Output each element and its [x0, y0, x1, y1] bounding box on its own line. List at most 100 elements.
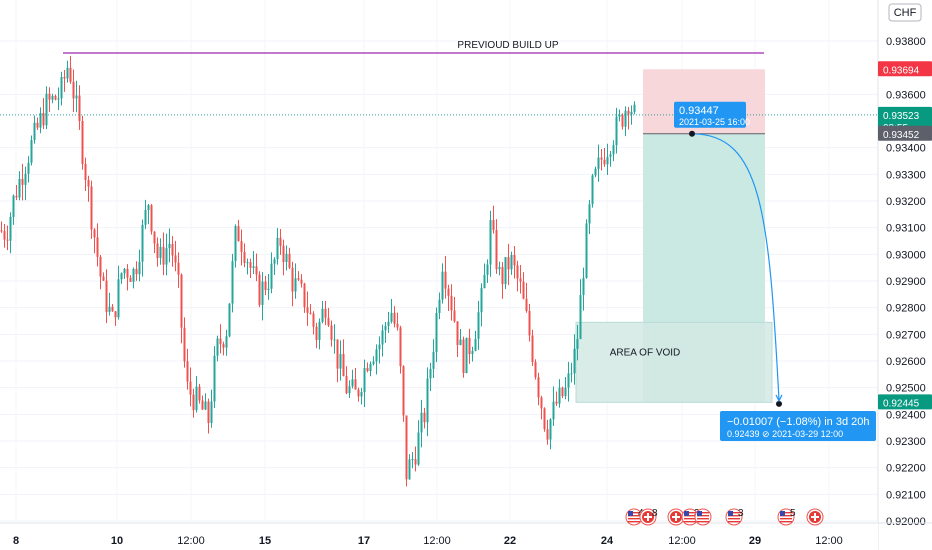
entry-tooltip: 0.93447 2021-03-25 16:00 — [674, 101, 750, 128]
candle-body — [411, 459, 414, 461]
us-flag-icon[interactable]: 3 — [725, 508, 744, 526]
candle-body — [441, 271, 444, 300]
candle-body — [69, 67, 72, 82]
candle-body — [132, 268, 135, 282]
candle-body — [30, 139, 33, 163]
time-axis[interactable]: 8 10 12:00 15 17 12:00 22 24 12:00 29 12:00 — [0, 522, 932, 550]
candle-body — [84, 163, 87, 181]
candle-body — [309, 312, 312, 314]
candle-body — [630, 111, 633, 115]
price-tick-label: 0.92300 — [886, 436, 926, 448]
candle-body — [207, 401, 210, 423]
candle-body — [231, 261, 234, 304]
candle-body — [456, 321, 459, 346]
target-price-badge — [878, 394, 932, 410]
price-tick-label: 0.93200 — [886, 196, 926, 208]
annotations: PREVIOUD BUILD UP AREA OF VOID 0.93447 2… — [457, 40, 876, 441]
candle-body — [618, 115, 621, 117]
candle-body — [189, 381, 192, 395]
economic-events: 483435 — [625, 508, 824, 526]
candle-body — [216, 338, 219, 356]
candle-body — [423, 412, 426, 423]
candle-body — [57, 98, 60, 100]
candle-body — [288, 253, 291, 268]
candle-body — [450, 295, 453, 311]
candle-body — [141, 224, 144, 262]
level-lines — [0, 52, 878, 135]
candle-body — [594, 168, 597, 176]
area-of-void-label: AREA OF VOID — [610, 347, 681, 358]
candle-body — [381, 330, 384, 345]
candle-body — [531, 335, 534, 362]
candle-body — [258, 274, 261, 305]
candle-body — [12, 195, 15, 217]
candle-body — [546, 429, 549, 440]
candle-body — [615, 116, 618, 146]
candle-body — [99, 256, 102, 277]
price-tick-label: 0.92500 — [886, 383, 926, 395]
candle-body — [402, 366, 405, 416]
candle-body — [156, 243, 159, 258]
candle-body — [90, 186, 93, 230]
candle-body — [123, 268, 126, 274]
candle-body — [303, 283, 306, 308]
swiss-flag-icon[interactable]: 8 — [639, 508, 658, 526]
candle-body — [549, 419, 552, 440]
candle-body — [522, 281, 525, 299]
candle-body — [609, 154, 612, 157]
candle-body — [396, 323, 399, 328]
candle-body — [282, 245, 285, 263]
candle-body — [144, 210, 147, 225]
candle-body — [351, 379, 354, 387]
candle-body — [198, 386, 201, 401]
candle-body — [255, 266, 258, 275]
candle-body — [345, 376, 348, 394]
time-tick-label: 12:00 — [815, 535, 843, 547]
candle-body — [150, 205, 153, 232]
candle-body — [264, 281, 267, 291]
currency-label[interactable]: CHF — [888, 3, 922, 22]
stop-price-badge-text: 0.93694 — [883, 65, 920, 76]
candle-body — [573, 348, 576, 374]
time-tick-label: 15 — [259, 535, 271, 547]
candle-body — [9, 216, 12, 241]
candle-body — [21, 178, 24, 185]
candle-body — [243, 251, 246, 263]
entry-tooltip-price: 0.93447 — [679, 105, 719, 117]
event-count: 3 — [738, 508, 744, 519]
candle-body — [336, 339, 339, 369]
candle-body — [273, 259, 276, 264]
candle-body — [372, 361, 375, 364]
candle-body — [66, 67, 69, 79]
candle-body — [510, 254, 513, 270]
price-axis[interactable]: 0.93800 0.93600 0.93400 0.93300 0.93200 0.931… — [877, 0, 932, 550]
candle-body — [129, 277, 132, 282]
candle-body — [24, 173, 27, 185]
candle-body — [0, 230, 3, 232]
candle-body — [426, 378, 429, 423]
target-price-badge-text: 0.92445 — [883, 398, 920, 409]
candle-body — [414, 459, 417, 465]
swiss-flag-icon[interactable] — [806, 508, 824, 526]
candle-body — [117, 279, 120, 318]
candle-body — [588, 204, 591, 224]
us-flag-icon[interactable] — [694, 508, 712, 526]
candle-body — [165, 248, 168, 265]
candle-body — [501, 266, 504, 285]
candle-body — [291, 267, 294, 292]
candle-body — [249, 262, 252, 268]
us-flag-icon[interactable]: 5 — [777, 508, 796, 526]
candle-body — [102, 276, 105, 281]
projection-arrow[interactable] — [691, 133, 780, 400]
candle-body — [261, 281, 264, 305]
candle-body — [597, 157, 600, 169]
candle-body — [18, 178, 21, 198]
entry-price-badge-text: 0.93452 — [883, 130, 920, 141]
candle-body — [222, 344, 225, 348]
area-of-void-box[interactable] — [575, 321, 773, 403]
candle-body — [147, 205, 150, 211]
candle-body — [36, 122, 39, 128]
candle-body — [162, 246, 165, 265]
